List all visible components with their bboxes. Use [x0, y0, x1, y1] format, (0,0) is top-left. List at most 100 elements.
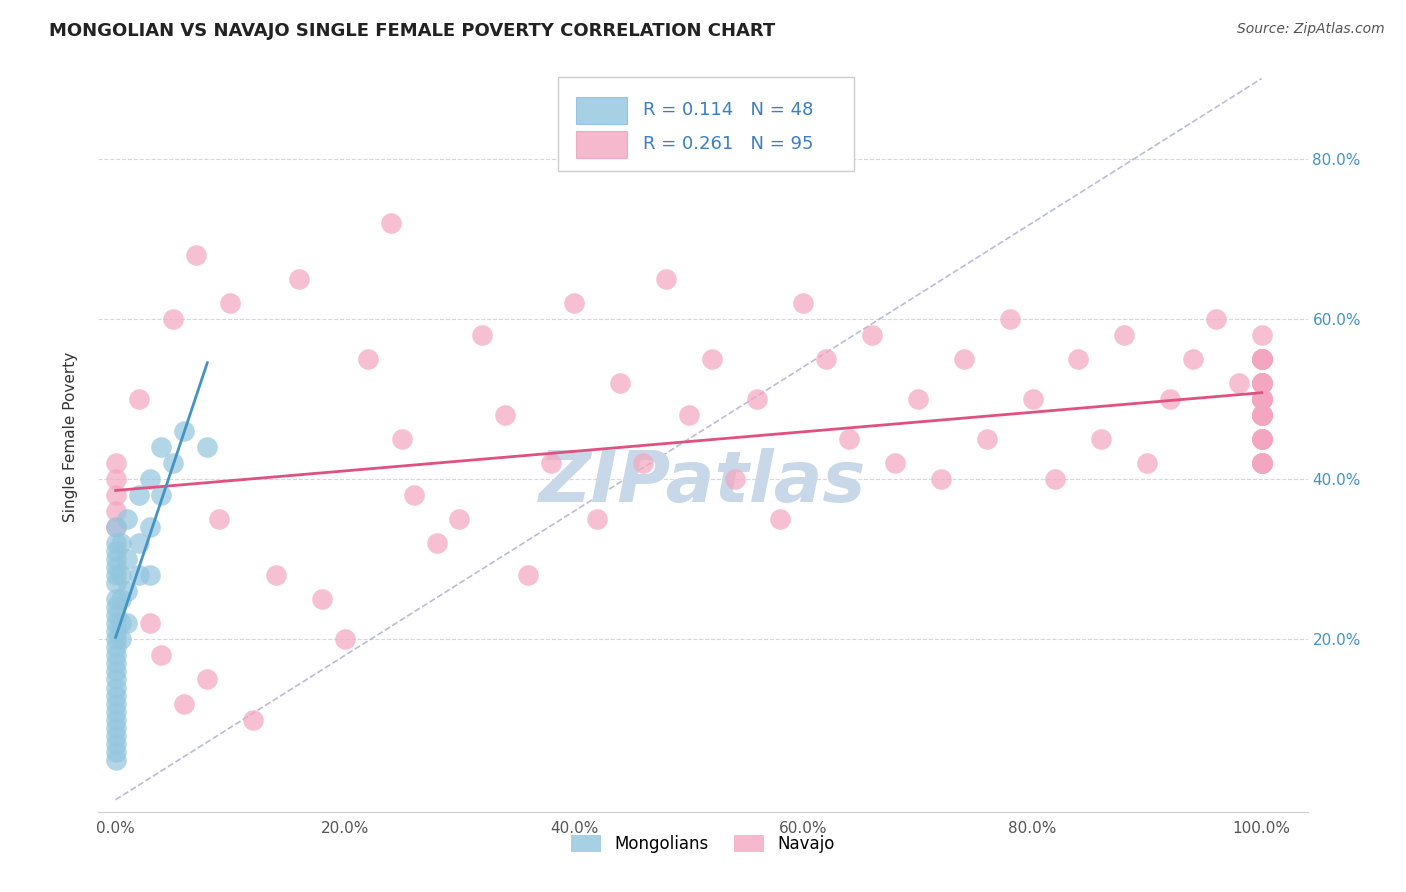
Point — [104, 624, 127, 639]
Point — [1250, 351, 1272, 366]
Point — [104, 745, 127, 759]
Point — [104, 600, 127, 615]
Point — [150, 488, 173, 502]
Point — [449, 512, 471, 526]
Point — [1250, 432, 1272, 446]
Point — [1136, 456, 1159, 470]
Point — [1250, 408, 1272, 422]
Point — [264, 568, 287, 582]
Point — [288, 272, 311, 286]
Text: ZIPatlas: ZIPatlas — [540, 448, 866, 516]
Text: R = 0.261   N = 95: R = 0.261 N = 95 — [643, 135, 813, 153]
Point — [357, 351, 380, 366]
Point — [115, 616, 138, 631]
Point — [678, 408, 700, 422]
Point — [1250, 376, 1272, 390]
Point — [115, 552, 138, 566]
Point — [162, 311, 184, 326]
Point — [1250, 432, 1272, 446]
Point — [1114, 327, 1136, 342]
Point — [976, 432, 998, 446]
Point — [929, 472, 952, 486]
Point — [195, 673, 218, 687]
Point — [104, 721, 127, 735]
Point — [128, 568, 150, 582]
Point — [173, 697, 195, 711]
Point — [1250, 351, 1272, 366]
Point — [104, 560, 127, 574]
Point — [1250, 376, 1272, 390]
Point — [562, 296, 585, 310]
Point — [471, 327, 494, 342]
Point — [195, 440, 218, 454]
Point — [104, 568, 127, 582]
Point — [128, 536, 150, 550]
Point — [115, 512, 138, 526]
FancyBboxPatch shape — [576, 97, 627, 124]
Point — [655, 272, 678, 286]
Point — [104, 673, 127, 687]
Point — [139, 520, 162, 534]
Point — [104, 681, 127, 695]
Point — [104, 632, 127, 647]
Point — [1250, 408, 1272, 422]
Point — [747, 392, 769, 406]
Point — [1250, 408, 1272, 422]
Point — [104, 576, 127, 591]
Point — [1250, 408, 1272, 422]
Point — [1250, 376, 1272, 390]
Point — [952, 351, 974, 366]
Point — [150, 648, 173, 663]
Point — [333, 632, 356, 647]
Point — [1250, 351, 1272, 366]
Point — [815, 351, 838, 366]
Point — [128, 488, 150, 502]
Point — [1250, 456, 1272, 470]
Point — [242, 713, 264, 727]
Point — [104, 520, 127, 534]
Point — [128, 392, 150, 406]
Point — [380, 216, 402, 230]
Point — [162, 456, 184, 470]
Point — [1250, 376, 1272, 390]
Point — [998, 311, 1021, 326]
Point — [173, 424, 195, 438]
Point — [425, 536, 447, 550]
Point — [1250, 432, 1272, 446]
Point — [792, 296, 814, 310]
Point — [1250, 351, 1272, 366]
Point — [1250, 392, 1272, 406]
Point — [631, 456, 654, 470]
Point — [1250, 456, 1272, 470]
Point — [1250, 351, 1272, 366]
Point — [1250, 456, 1272, 470]
Point — [1090, 432, 1112, 446]
Point — [104, 705, 127, 719]
Point — [494, 408, 516, 422]
Point — [1250, 456, 1272, 470]
Point — [104, 648, 127, 663]
Point — [586, 512, 609, 526]
Point — [104, 753, 127, 767]
Point — [1250, 351, 1272, 366]
Point — [860, 327, 883, 342]
Point — [139, 568, 162, 582]
Point — [700, 351, 723, 366]
Point — [104, 713, 127, 727]
Point — [884, 456, 907, 470]
Point — [104, 729, 127, 743]
Point — [110, 632, 132, 647]
FancyBboxPatch shape — [576, 130, 627, 158]
Point — [150, 440, 173, 454]
Point — [540, 456, 562, 470]
Point — [104, 520, 127, 534]
Point — [104, 536, 127, 550]
Point — [1250, 392, 1272, 406]
Point — [184, 248, 207, 262]
Text: Source: ZipAtlas.com: Source: ZipAtlas.com — [1237, 22, 1385, 37]
Point — [104, 488, 127, 502]
Point — [219, 296, 242, 310]
Point — [1181, 351, 1204, 366]
Point — [402, 488, 425, 502]
Point — [1045, 472, 1067, 486]
